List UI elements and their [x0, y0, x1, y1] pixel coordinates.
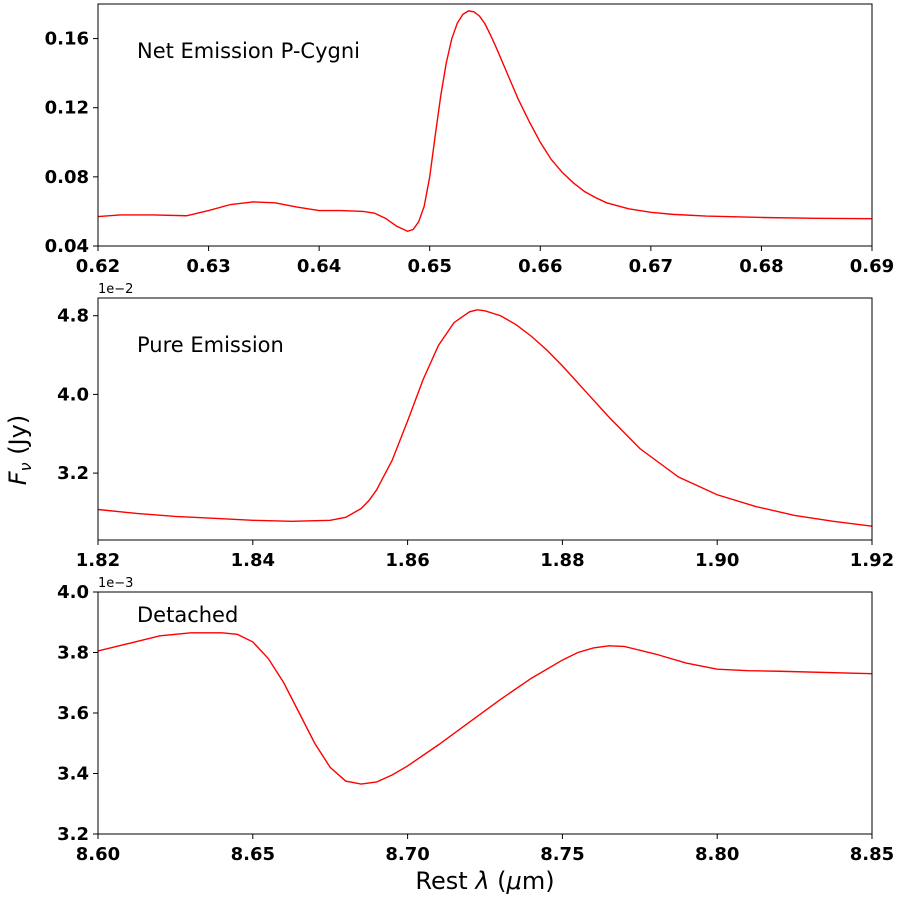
panel-2: 1.82 1.84 1.86 1.88 1.90 1.92 3.2 4.0 4.8 1e−2 Pur…: [57, 282, 894, 571]
panel-3-frame: [97, 591, 873, 835]
x-tick-label: 0.64: [297, 256, 341, 277]
panel-1-annotation: Net Emission P-Cygni: [137, 39, 360, 63]
y-tick-label: 3.4: [57, 764, 89, 785]
y-tick-label: 3.2: [57, 463, 89, 484]
x-tick-label: 0.68: [739, 256, 783, 277]
x-axis-label-prefix: Rest: [415, 867, 475, 895]
x-tick-label: 1.82: [76, 550, 120, 571]
y-tick-label: 0.16: [45, 29, 89, 50]
y-axis-label-symbol: F: [4, 470, 32, 485]
panel-2-offset-text: 1e−2: [98, 282, 133, 297]
x-tick-label: 0.66: [518, 256, 562, 277]
x-tick-label: 8.70: [385, 844, 429, 865]
x-tick-label: 0.65: [408, 256, 452, 277]
x-tick-label: 1.84: [231, 550, 275, 571]
x-tick-label: 0.69: [850, 256, 894, 277]
panel-1: 0.62 0.63 0.64 0.65 0.66 0.67 0.68 0.69 0.04 0.08…: [45, 3, 894, 277]
x-tick-label: 8.85: [850, 844, 894, 865]
panel-3: 8.60 8.65 8.70 8.75 8.80 8.85 3.2 3.4 3.6 3.8 4.0 1…: [57, 576, 894, 865]
y-tick-label: 3.2: [57, 824, 89, 845]
y-tick-label: 4.8: [57, 306, 89, 327]
y-axis-label-unit: (Jy): [4, 415, 32, 463]
x-axis-label-close: m): [522, 867, 555, 895]
x-tick-label: 8.60: [76, 844, 120, 865]
panel-2-annotation: Pure Emission: [137, 333, 284, 357]
x-tick-label: 8.80: [695, 844, 739, 865]
panel-1-series-line: [98, 10, 872, 233]
x-tick-label: 1.92: [850, 550, 894, 571]
panel-1-frame: [97, 3, 873, 247]
x-tick-label: 1.88: [540, 550, 584, 571]
y-tick-label: 4.0: [57, 384, 89, 405]
x-tick-label: 0.63: [186, 256, 230, 277]
x-tick-label: 1.86: [385, 550, 429, 571]
x-tick-label: 0.62: [76, 256, 120, 277]
panel-3-series-line: [98, 632, 872, 785]
x-axis-label-open: (: [490, 867, 507, 895]
x-tick-label: 8.65: [231, 844, 275, 865]
x-axis-label-mu: μ: [506, 867, 522, 895]
panel-2-frame: [97, 297, 873, 541]
x-axis-label-lambda: λ: [473, 867, 489, 895]
y-tick-label: 4.0: [57, 582, 89, 603]
x-tick-label: 8.75: [540, 844, 584, 865]
y-axis-label: Fν (Jy): [4, 415, 35, 485]
y-tick-label: 0.08: [45, 167, 89, 188]
x-axis-label: Rest λ (μm): [415, 867, 554, 895]
y-tick-label: 0.04: [45, 236, 89, 257]
panel-3-annotation: Detached: [137, 603, 238, 627]
y-axis-label-subscript: ν: [16, 462, 35, 471]
panels: 0.62 0.63 0.64 0.65 0.66 0.67 0.68 0.69 0.04 0.08…: [45, 3, 894, 865]
x-tick-label: 0.67: [629, 256, 673, 277]
panel-2-series-line: [98, 309, 872, 527]
y-tick-label: 0.12: [45, 98, 89, 119]
panel-3-offset-text: 1e−3: [98, 576, 133, 591]
y-tick-label: 3.6: [57, 703, 89, 724]
x-tick-label: 1.90: [695, 550, 739, 571]
y-tick-label: 3.8: [57, 643, 89, 664]
